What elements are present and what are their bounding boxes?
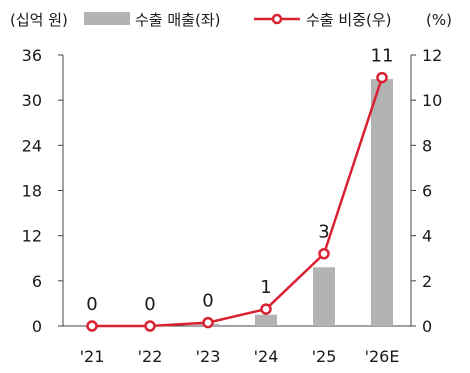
line-point	[376, 71, 388, 84]
bar-series	[197, 79, 393, 326]
right-tick-label: 8	[422, 136, 432, 155]
left-tick-label: 6	[32, 272, 42, 291]
legend-line-label: 수출 비중(우)	[306, 11, 391, 29]
data-label: 11	[371, 46, 394, 67]
line-series	[86, 71, 388, 332]
left-tick-label: 18	[22, 182, 42, 201]
bar	[313, 267, 335, 326]
data-label: 0	[202, 291, 213, 312]
bar	[371, 79, 393, 326]
line-point	[144, 320, 156, 332]
legend-line-marker	[271, 13, 283, 25]
right-tick-labels: 0 2 4 6 8 10 12	[411, 46, 442, 336]
left-tick-labels: 0 6 12 18 24 30 36	[22, 46, 63, 336]
line-point	[260, 303, 272, 315]
right-tick-label: 2	[422, 272, 432, 291]
x-tick-label: '22	[138, 347, 163, 366]
left-axis-title: (십억 원)	[10, 11, 68, 29]
right-axis-title: (%)	[426, 11, 452, 29]
right-tick-label: 6	[422, 182, 432, 201]
bar	[255, 314, 277, 326]
left-tick-label: 36	[22, 46, 42, 65]
line-path	[92, 77, 384, 328]
legend-bar-swatch	[84, 12, 130, 25]
left-tick-label: 0	[32, 317, 42, 336]
x-tick-label: '23	[196, 347, 221, 366]
x-tick-label: '25	[312, 347, 337, 366]
line-point	[86, 320, 98, 332]
line-point	[318, 247, 330, 260]
data-label: 1	[260, 277, 271, 298]
x-tick-labels: '21 '22 '23 '24 '25 '26E	[80, 347, 400, 366]
left-tick-label: 24	[22, 136, 42, 155]
left-tick-label: 30	[22, 91, 42, 110]
data-label: 0	[86, 294, 97, 315]
x-tick-label: '26E	[365, 347, 400, 366]
left-tick-label: 12	[22, 227, 42, 246]
legend: 수출 매출(좌) 수출 비중(우)	[84, 11, 391, 29]
line-data-labels: 0 0 0 1 3 11	[86, 46, 393, 315]
data-label: 0	[144, 294, 155, 315]
right-tick-label: 4	[422, 227, 432, 246]
legend-bar-label: 수출 매출(좌)	[135, 11, 220, 29]
right-tick-label: 10	[422, 91, 442, 110]
data-label: 3	[318, 222, 329, 243]
x-tick-label: '24	[254, 347, 279, 366]
right-tick-label: 0	[422, 317, 432, 336]
x-tick-label: '21	[80, 347, 105, 366]
right-tick-label: 12	[422, 46, 442, 65]
line-point	[202, 316, 214, 329]
